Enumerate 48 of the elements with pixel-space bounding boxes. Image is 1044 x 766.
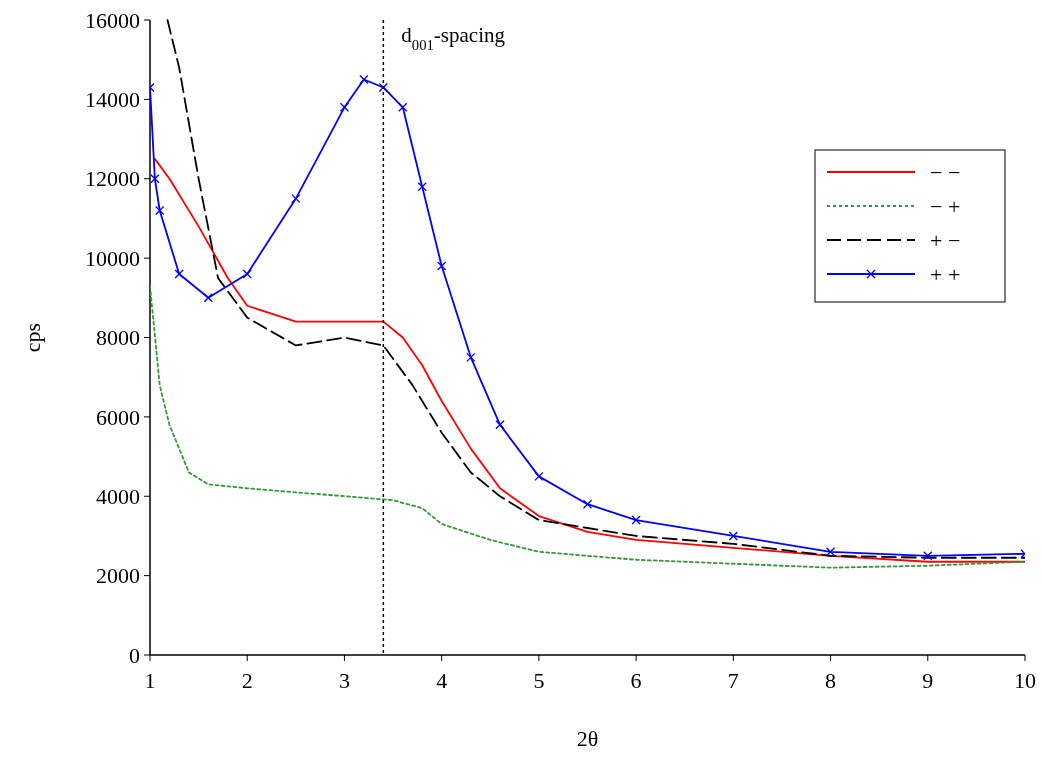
legend-label: − + [930, 193, 961, 219]
y-tick-label: 8000 [96, 325, 140, 351]
x-tick-label: 3 [338, 668, 350, 693]
legend-label: + − [930, 227, 961, 253]
y-tick-label: 4000 [96, 483, 140, 509]
point [466, 352, 476, 362]
legend-label: − − [930, 159, 961, 185]
x-tick-label: 5 [533, 668, 545, 693]
point [495, 420, 505, 430]
point [398, 102, 408, 112]
ref-line-label: d$_{001}$-spacing [401, 23, 506, 53]
point [728, 531, 738, 541]
x-tick-label: 2 [241, 668, 253, 693]
point [582, 499, 593, 509]
y-tick-label: 10000 [85, 245, 140, 271]
x-tick-label: 6 [630, 668, 642, 693]
x-axis-title: 2θ [576, 726, 599, 751]
y-tick-label: 14000 [85, 87, 140, 113]
legend-label: + + [930, 261, 961, 287]
x-tick-label: 8 [825, 668, 837, 693]
line-series [153, 158, 1025, 563]
point [359, 74, 369, 85]
y-tick-label: 12000 [85, 166, 140, 192]
point [534, 471, 544, 482]
point [174, 269, 184, 279]
point [825, 547, 836, 557]
y-axis-title: cps [20, 322, 45, 353]
point [417, 182, 427, 192]
point [631, 515, 641, 525]
y-tick-label: 0 [129, 642, 140, 668]
point [339, 102, 350, 112]
point [203, 293, 213, 303]
y-tick-label: 16000 [85, 7, 140, 33]
point [155, 205, 165, 216]
line-series [150, 285, 1025, 569]
point [378, 82, 388, 93]
x-tick-label: 1 [144, 668, 156, 693]
y-tick-label: 6000 [96, 404, 140, 430]
point [242, 269, 252, 279]
point [437, 261, 447, 271]
x-tick-label: 7 [727, 668, 739, 693]
y-tick-label: 2000 [96, 563, 140, 589]
point [150, 174, 160, 184]
x-tick-label: 10 [1014, 668, 1036, 693]
x-tick-label: 9 [922, 668, 934, 693]
point [291, 193, 301, 204]
point [923, 551, 933, 561]
x-tick-label: 4 [436, 668, 448, 693]
